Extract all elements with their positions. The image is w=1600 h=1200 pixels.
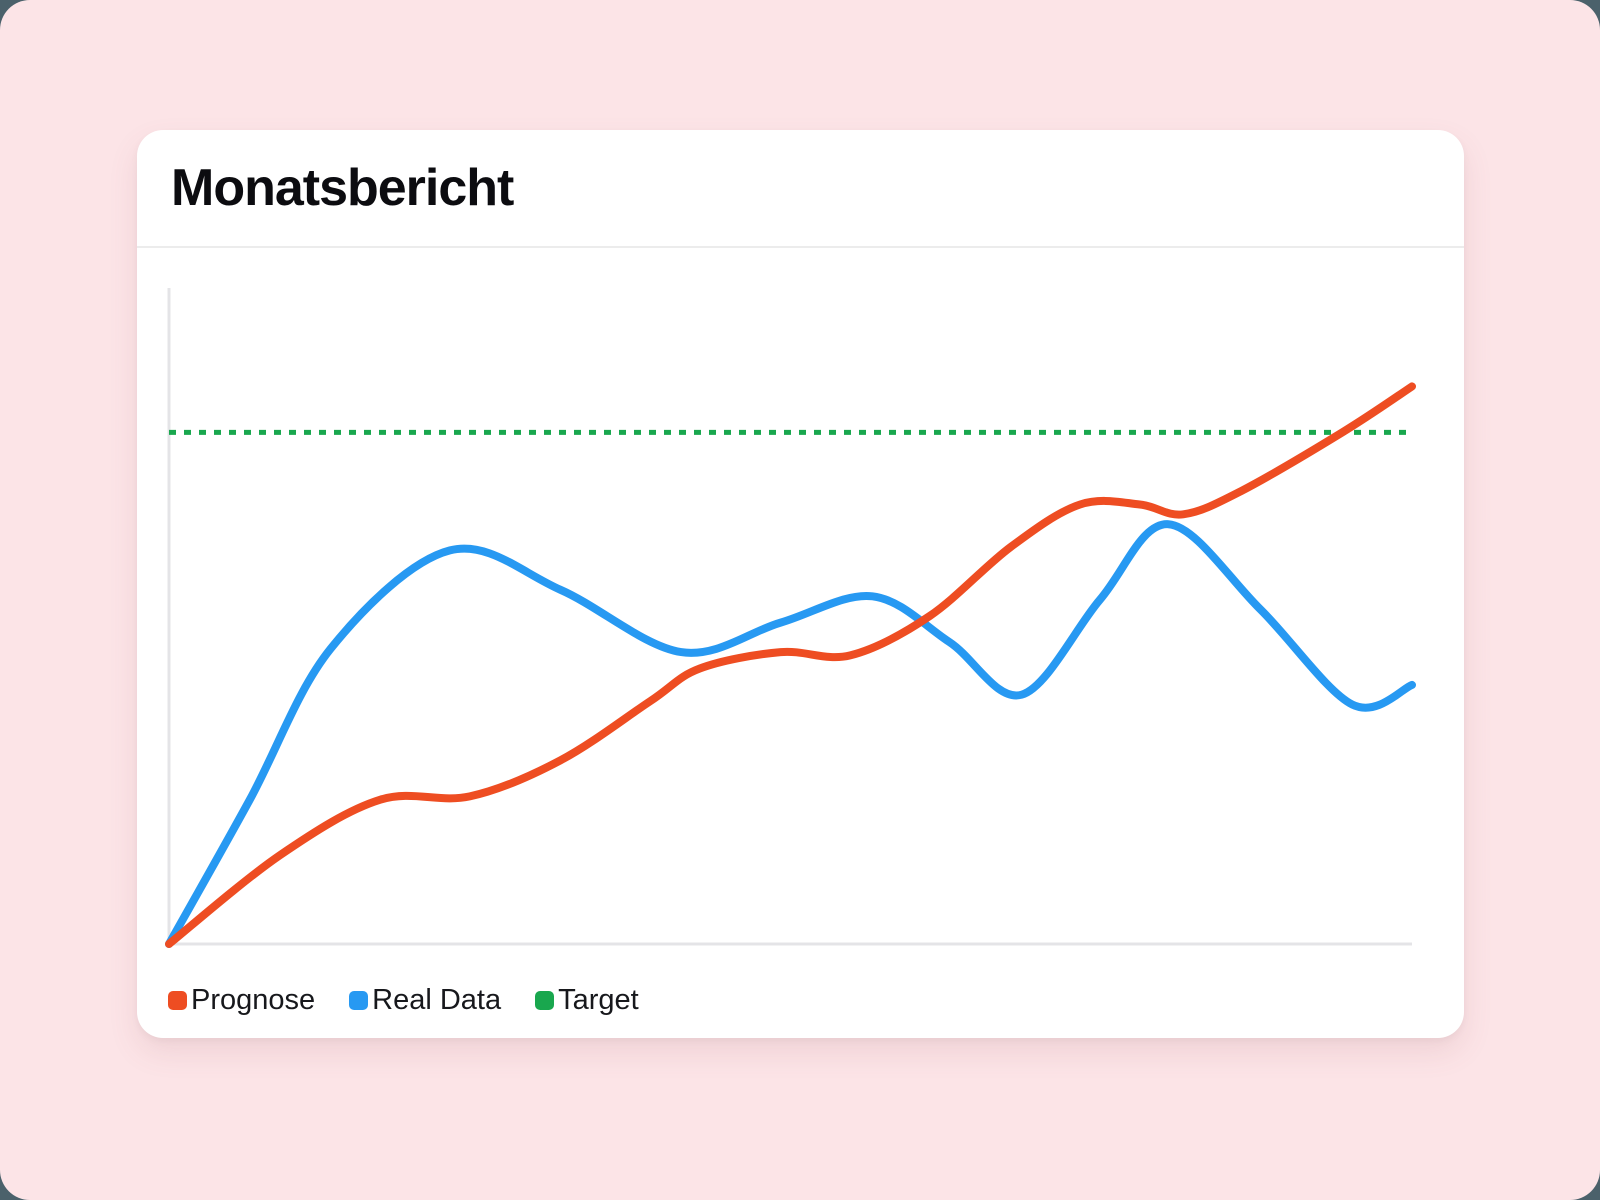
chart-legend: Prognose Real Data Target — [168, 986, 639, 1015]
legend-label: Target — [558, 984, 639, 1016]
legend-item-real-data[interactable]: Real Data — [349, 986, 501, 1015]
chart-area: Prognose Real Data Target — [137, 248, 1464, 1036]
legend-label: Prognose — [191, 984, 316, 1016]
prognose-line — [165, 382, 1416, 948]
real-data-line — [165, 520, 1416, 948]
line-chart — [165, 288, 1416, 948]
report-card: Monatsbericht Prognose Real Data Target — [137, 130, 1464, 1038]
legend-item-prognose[interactable]: Prognose — [168, 986, 315, 1015]
legend-label: Real Data — [372, 984, 502, 1016]
card-header: Monatsbericht — [137, 130, 1464, 248]
page-title: Monatsbericht — [171, 159, 514, 217]
legend-swatch-prognose — [168, 991, 187, 1010]
legend-swatch-real-data — [349, 991, 369, 1010]
legend-item-target[interactable]: Target — [535, 986, 639, 1015]
legend-swatch-target — [535, 991, 555, 1010]
